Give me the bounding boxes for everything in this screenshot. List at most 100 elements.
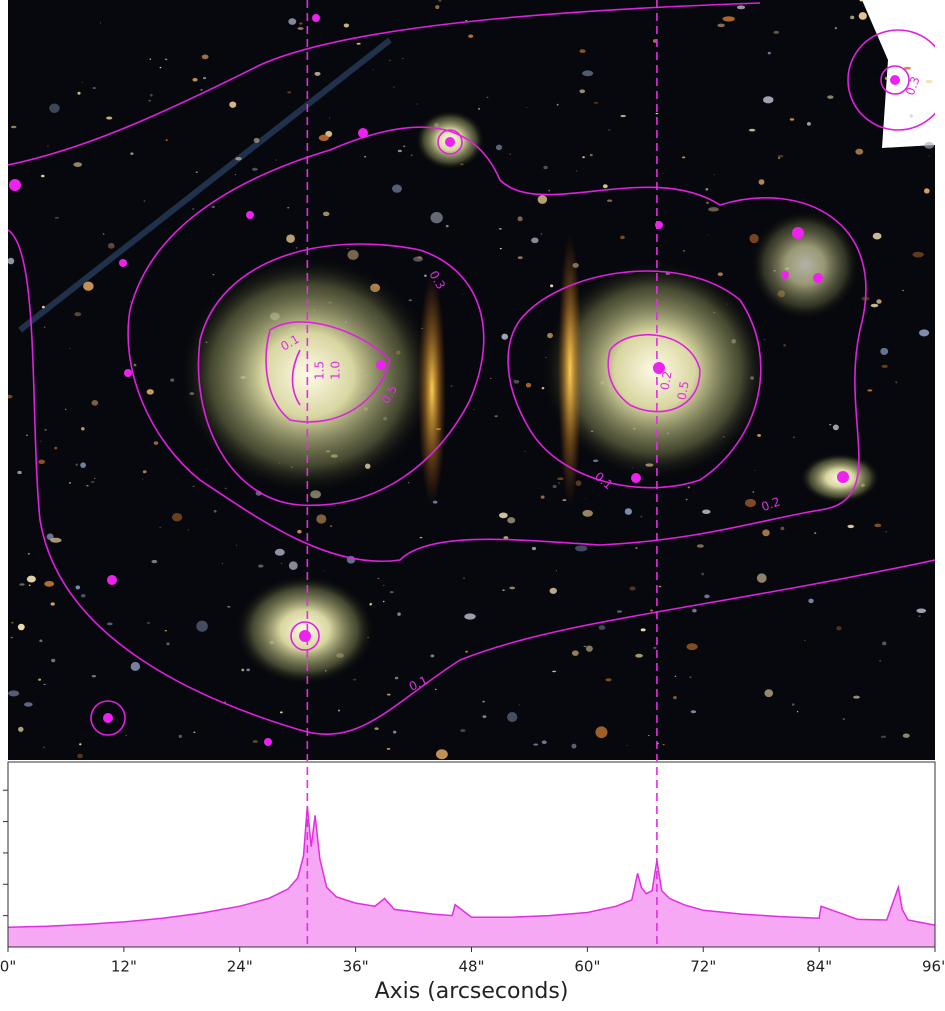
field-galaxy (235, 174, 236, 175)
field-galaxy (541, 496, 545, 499)
field-galaxy (673, 696, 677, 699)
field-galaxy (607, 199, 612, 201)
x-tick-label: 0" (0, 958, 16, 976)
field-galaxy (125, 735, 127, 736)
field-galaxy (8, 258, 15, 265)
field-galaxy (519, 705, 520, 706)
field-galaxy (236, 545, 237, 546)
field-galaxy (663, 744, 665, 745)
field-galaxy (253, 740, 258, 743)
field-galaxy (557, 104, 559, 106)
field-galaxy (200, 89, 202, 90)
member (299, 630, 311, 642)
field-galaxy (919, 329, 929, 336)
field-galaxy (881, 736, 886, 738)
field-galaxy (353, 679, 357, 681)
field-galaxy (518, 216, 523, 221)
field-galaxy (314, 72, 320, 76)
field-galaxy (464, 613, 475, 619)
field-galaxy (348, 250, 359, 260)
field-galaxy (347, 248, 349, 249)
field-galaxy (435, 689, 437, 691)
field-galaxy (398, 150, 402, 152)
member (107, 575, 117, 585)
field-galaxy (24, 702, 33, 706)
member (376, 360, 386, 370)
field-galaxy (620, 115, 625, 117)
field-galaxy (65, 409, 66, 410)
field-galaxy (150, 58, 152, 60)
member (9, 179, 21, 191)
field-galaxy (377, 578, 379, 579)
field-galaxy (599, 625, 606, 630)
field-galaxy (702, 510, 710, 514)
field-galaxy (193, 732, 195, 733)
field-galaxy (499, 513, 508, 519)
member (445, 137, 455, 147)
field-galaxy (847, 525, 854, 528)
field-galaxy (686, 499, 688, 501)
field-galaxy (402, 58, 404, 59)
field-galaxy (706, 202, 709, 204)
field-galaxy (625, 508, 632, 515)
field-galaxy (79, 743, 82, 745)
field-galaxy (69, 482, 71, 484)
field-galaxy (778, 155, 784, 158)
field-galaxy (807, 122, 811, 126)
field-galaxy (871, 304, 879, 308)
field-galaxy (323, 570, 324, 571)
field-galaxy (682, 156, 685, 158)
field-galaxy (762, 529, 769, 536)
field-galaxy (83, 281, 94, 290)
member (837, 471, 849, 483)
field-galaxy (543, 166, 547, 169)
field-galaxy (778, 157, 780, 158)
field-galaxy (143, 200, 145, 202)
field-galaxy (258, 565, 263, 568)
member (781, 271, 789, 279)
field-galaxy (92, 675, 96, 677)
field-galaxy (542, 740, 547, 744)
field-galaxy (749, 129, 755, 132)
member (358, 128, 368, 138)
field-galaxy (100, 22, 101, 23)
field-galaxy (640, 516, 642, 518)
field-galaxy (78, 92, 81, 95)
field-galaxy (225, 488, 227, 489)
field-galaxy (82, 82, 83, 83)
field-galaxy (212, 274, 214, 276)
field-galaxy (235, 157, 241, 161)
field-galaxy (214, 510, 217, 513)
x-tick-label: 60" (574, 958, 600, 976)
field-galaxy (51, 602, 55, 605)
field-galaxy (583, 646, 586, 647)
field-galaxy (319, 135, 329, 141)
field-galaxy (683, 250, 685, 252)
field-galaxy (374, 727, 378, 730)
field-galaxy (867, 389, 872, 391)
field-galaxy (369, 604, 371, 606)
field-galaxy (44, 327, 46, 328)
field-galaxy (582, 70, 593, 76)
field-galaxy (701, 573, 704, 576)
field-galaxy (686, 643, 697, 650)
field-galaxy (486, 97, 488, 98)
field-galaxy (203, 77, 206, 79)
member (813, 273, 823, 283)
field-galaxy (395, 677, 399, 680)
field-galaxy (790, 118, 795, 121)
field-galaxy (41, 175, 45, 178)
field-galaxy (579, 89, 585, 93)
field-galaxy (50, 538, 61, 543)
field-galaxy (229, 102, 236, 108)
field-galaxy (8, 690, 19, 696)
field-galaxy (389, 60, 391, 61)
field-galaxy (617, 610, 622, 612)
field-galaxy (526, 107, 527, 108)
field-galaxy (160, 67, 162, 68)
field-galaxy (74, 312, 81, 316)
field-galaxy (147, 622, 150, 624)
field-galaxy (552, 671, 556, 673)
field-galaxy (754, 470, 755, 471)
field-galaxy (708, 207, 719, 211)
